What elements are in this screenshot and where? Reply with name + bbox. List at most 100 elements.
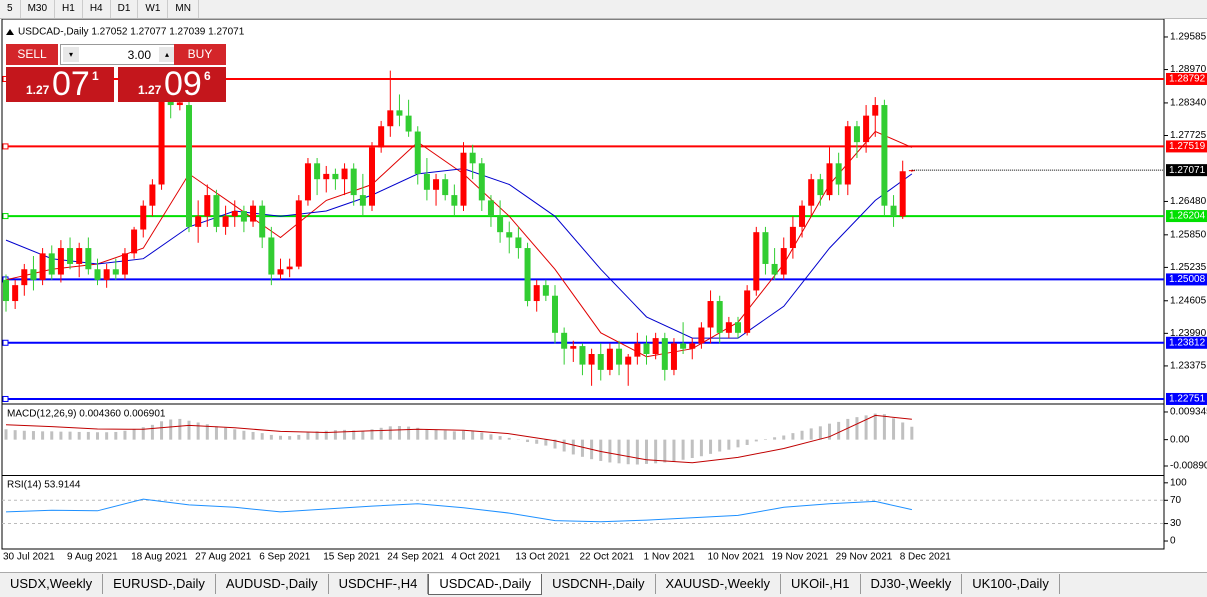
candle-body xyxy=(250,206,256,222)
macd-bar xyxy=(69,432,72,440)
candle-body xyxy=(122,253,128,274)
x-tick-label: 27 Aug 2021 xyxy=(195,552,252,563)
chart-tab[interactable]: XAUUSD-,Weekly xyxy=(656,574,782,594)
level-label: 1.25008 xyxy=(1169,274,1206,285)
candle-body xyxy=(415,132,421,174)
lot-box[interactable]: ▾ 3.00 ▴ xyxy=(60,44,178,65)
sell-button[interactable]: SELL xyxy=(6,44,58,65)
timeframe-button[interactable]: 5 xyxy=(0,0,21,18)
macd-bar xyxy=(444,430,447,439)
candle-body xyxy=(799,206,805,227)
chart-tab[interactable]: EURUSD-,Daily xyxy=(103,574,216,594)
candle-body xyxy=(891,206,897,217)
sell-price[interactable]: 1.27 07 1 xyxy=(6,67,114,102)
macd-bar xyxy=(32,431,35,440)
macd-bar xyxy=(901,422,904,439)
level-handle xyxy=(3,396,8,401)
x-tick-label: 9 Aug 2021 xyxy=(67,552,118,563)
x-tick-label: 22 Oct 2021 xyxy=(579,552,634,563)
timeframe-button[interactable]: H4 xyxy=(83,0,111,18)
chart-tab[interactable]: USDCNH-,Daily xyxy=(542,574,655,594)
candle-body xyxy=(497,216,503,232)
y-tick-label: 0.009345 xyxy=(1170,407,1207,418)
macd-bar xyxy=(755,440,758,442)
candle-body xyxy=(515,237,521,248)
macd-bar xyxy=(581,440,584,457)
macd-bar xyxy=(672,440,675,462)
candle-body xyxy=(708,301,714,327)
pane-title: RSI(14) 53.9144 xyxy=(7,480,81,491)
chart-tab[interactable]: USDCHF-,H4 xyxy=(329,574,429,594)
candle-body xyxy=(296,200,302,266)
chart-tab[interactable]: UKOil-,H1 xyxy=(781,574,861,594)
macd-bar xyxy=(242,431,245,440)
chart-tab[interactable]: USDX,Weekly xyxy=(0,574,103,594)
timeframe-button[interactable]: D1 xyxy=(111,0,139,18)
lot-down[interactable]: ▾ xyxy=(63,47,79,62)
macd-bar xyxy=(334,430,337,439)
level-label: 1.28792 xyxy=(1169,74,1206,85)
candle-body xyxy=(369,147,375,205)
candle-body xyxy=(698,328,704,344)
candle-body xyxy=(131,230,137,254)
macd-bar xyxy=(105,432,108,439)
macd-bar xyxy=(197,422,200,439)
macd-bar xyxy=(773,437,776,439)
lot-up[interactable]: ▴ xyxy=(159,47,175,62)
chart-tab[interactable]: DJ30-,Weekly xyxy=(861,574,963,594)
candle-body xyxy=(433,179,439,190)
y-tick-label: 1.29585 xyxy=(1170,32,1207,43)
pane-title: MACD(12,26,9) 0.004360 0.006901 xyxy=(7,409,166,420)
y-tick-label: 0 xyxy=(1170,536,1176,547)
macd-bar xyxy=(188,421,191,440)
macd-bar xyxy=(892,418,895,439)
candle-body xyxy=(232,211,238,216)
candle-body xyxy=(772,264,778,275)
y-tick-label: 1.28340 xyxy=(1170,98,1207,109)
macd-bar xyxy=(425,429,428,440)
candle-body xyxy=(616,349,622,365)
macd-bar xyxy=(233,429,236,439)
candle-body xyxy=(634,343,640,356)
current-price-label: 1.27071 xyxy=(1169,165,1206,176)
candle-body xyxy=(387,110,393,126)
candle-body xyxy=(195,216,201,227)
chart-tab[interactable]: USDCAD-,Daily xyxy=(428,574,542,595)
y-tick-label: 30 xyxy=(1170,518,1182,529)
macd-bar xyxy=(78,432,81,440)
timeframe-button[interactable]: H1 xyxy=(55,0,83,18)
macd-bar xyxy=(50,431,53,439)
buy-price[interactable]: 1.27 09 6 xyxy=(118,67,226,102)
lot-value[interactable]: 3.00 xyxy=(85,48,151,62)
candle-body xyxy=(314,163,320,179)
sell-price-pips: 07 xyxy=(52,65,90,104)
candle-body xyxy=(396,110,402,115)
macd-bar xyxy=(133,429,136,439)
macd-bar xyxy=(608,440,611,463)
timeframe-button[interactable]: M30 xyxy=(21,0,55,18)
candle-body xyxy=(268,237,274,274)
macd-bar xyxy=(636,440,639,465)
macd-bar xyxy=(59,432,62,440)
candle-body xyxy=(30,269,36,280)
candle-body xyxy=(451,195,457,206)
chart-tab[interactable]: AUDUSD-,Daily xyxy=(216,574,329,594)
candle-body xyxy=(67,248,73,264)
candle-body xyxy=(506,232,512,237)
timeframe-button[interactable]: W1 xyxy=(138,0,168,18)
candle-body xyxy=(140,206,146,230)
candle-body xyxy=(104,269,110,280)
timeframe-button[interactable]: MN xyxy=(168,0,199,18)
buy-button[interactable]: BUY xyxy=(174,44,226,65)
macd-bar xyxy=(114,432,117,440)
candle-body xyxy=(159,100,165,185)
chart-tab[interactable]: UK100-,Daily xyxy=(962,574,1060,594)
candle-body xyxy=(570,346,576,349)
x-tick-label: 4 Oct 2021 xyxy=(451,552,500,563)
macd-bar xyxy=(87,432,90,440)
x-tick-label: 29 Nov 2021 xyxy=(836,552,893,563)
macd-bar xyxy=(489,434,492,439)
macd-bar xyxy=(737,440,740,448)
macd-bar xyxy=(535,440,538,444)
